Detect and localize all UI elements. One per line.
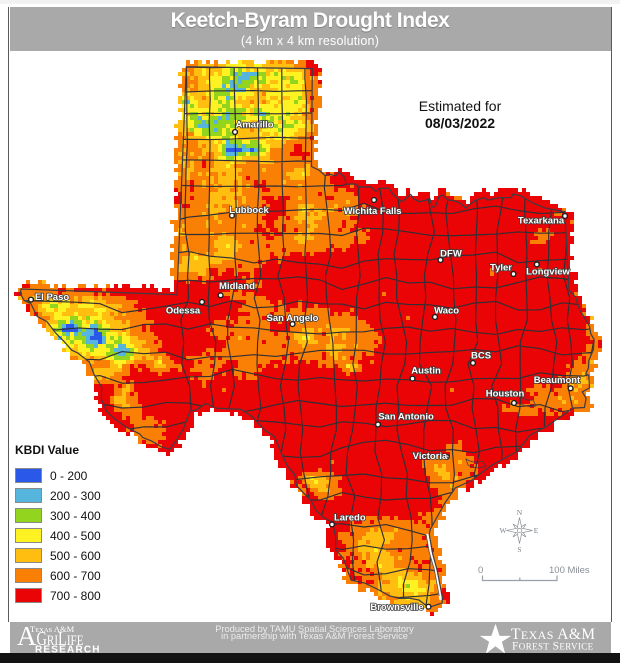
svg-text:Amarillo: Amarillo — [235, 120, 273, 131]
svg-text:Longview: Longview — [526, 267, 570, 278]
svg-text:GRILIFE: GRILIFE — [37, 628, 84, 650]
svg-text:100 Miles: 100 Miles — [549, 565, 590, 576]
svg-text:N: N — [517, 508, 523, 517]
svg-text:Lubbock: Lubbock — [229, 205, 269, 216]
svg-text:Victoria: Victoria — [413, 451, 448, 462]
svg-text:San Angelo: San Angelo — [267, 313, 319, 324]
svg-text:Waco: Waco — [434, 306, 459, 317]
svg-text:Laredo: Laredo — [334, 512, 366, 523]
svg-text:Wichita Falls: Wichita Falls — [344, 206, 402, 217]
svg-text:DFW: DFW — [440, 249, 462, 260]
svg-text:San Antonio: San Antonio — [378, 412, 434, 423]
svg-text:TEXAS A&M: TEXAS A&M — [30, 624, 75, 634]
svg-text:E: E — [534, 526, 539, 535]
svg-text:Houston: Houston — [486, 389, 525, 400]
svg-text:FOREST SERVICE: FOREST SERVICE — [512, 641, 594, 653]
svg-text:Texarkana: Texarkana — [518, 216, 565, 227]
svg-text:Beaumont: Beaumont — [534, 375, 581, 386]
svg-text:S: S — [517, 545, 521, 554]
svg-text:TEXAS A&M: TEXAS A&M — [511, 626, 595, 643]
svg-text:W: W — [499, 526, 507, 535]
svg-text:Midland: Midland — [219, 281, 255, 292]
svg-text:El Paso: El Paso — [35, 292, 70, 303]
svg-text:BCS: BCS — [471, 351, 491, 362]
svg-text:Austin: Austin — [411, 366, 441, 377]
svg-text:Odessa: Odessa — [166, 306, 201, 317]
svg-text:Tyler: Tyler — [490, 263, 512, 274]
svg-text:A: A — [17, 621, 37, 651]
svg-text:0: 0 — [478, 565, 483, 576]
svg-text:Brownsville: Brownsville — [370, 602, 423, 613]
svg-text:RESEARCH: RESEARCH — [35, 645, 101, 655]
